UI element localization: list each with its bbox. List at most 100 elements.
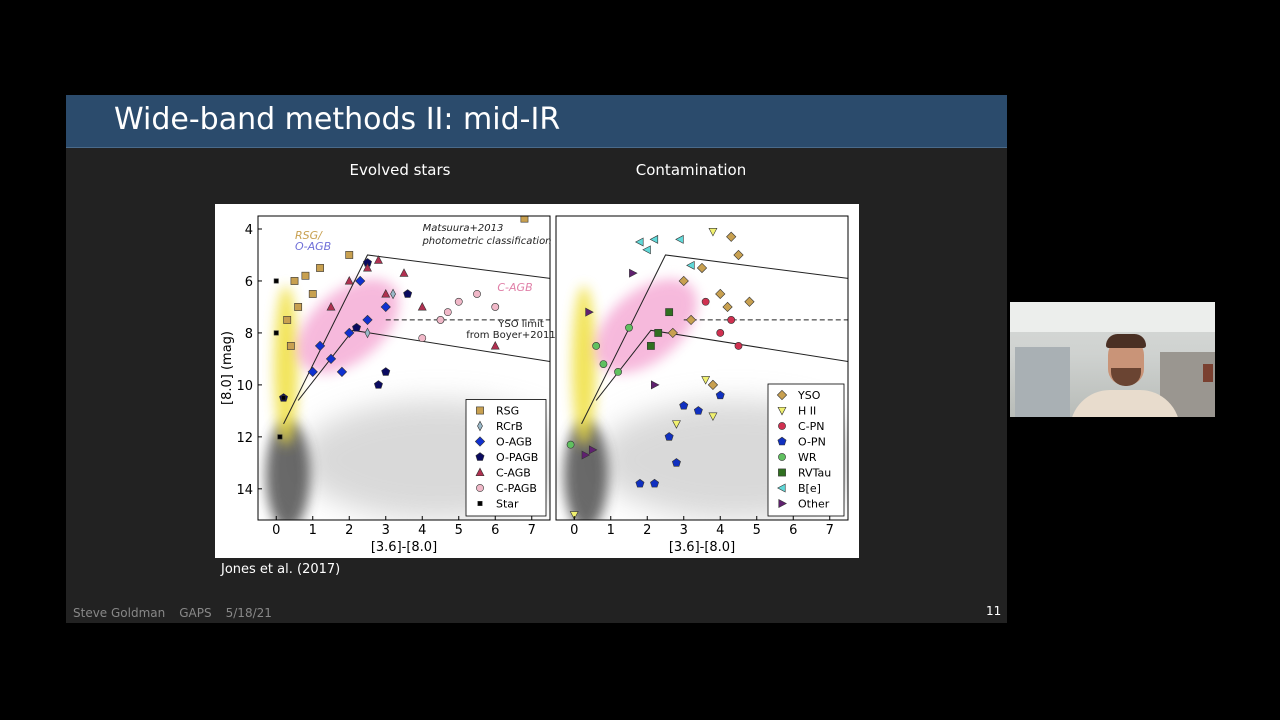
marker: [390, 288, 396, 300]
marker: [566, 440, 575, 449]
marker: [708, 228, 718, 237]
footer-text: Steve Goldman: [73, 606, 166, 620]
x-tick-label: 7: [826, 523, 834, 538]
marker: [286, 342, 295, 350]
footer-text: GAPS: [179, 606, 212, 620]
y-tick-label: 12: [236, 431, 253, 446]
marker: [664, 432, 674, 441]
y-axis-label: [8.0] (mag): [220, 331, 235, 405]
legend-label: C-PAGB: [496, 482, 537, 495]
marker: [373, 380, 383, 389]
legend-marker: [475, 467, 485, 477]
marker: [634, 237, 644, 247]
annotation: C-AGB: [497, 281, 532, 294]
x-tick-label: 0: [570, 523, 578, 538]
y-tick-label: 10: [236, 379, 253, 394]
marker: [727, 316, 736, 324]
marker: [352, 323, 362, 332]
marker: [301, 271, 310, 280]
marker: [701, 376, 711, 385]
marker: [696, 262, 708, 274]
marker: [646, 342, 655, 350]
chart-title: Evolved stars: [349, 161, 451, 179]
legend-marker: [476, 484, 484, 492]
legend-box: [767, 383, 845, 517]
person-beard: [1111, 368, 1141, 386]
legend-label: YSO: [797, 389, 821, 402]
marker: [651, 380, 660, 390]
chart-title: Contamination: [635, 161, 747, 179]
marker: [380, 301, 391, 313]
marker: [715, 288, 726, 300]
marker: [665, 308, 674, 317]
legend-label: Star: [496, 498, 519, 511]
marker: [614, 367, 622, 376]
marker: [403, 289, 413, 298]
marker: [671, 420, 681, 429]
density-core: [564, 420, 608, 520]
title-bar: Wide-band methods II: mid-IR: [66, 95, 1007, 148]
marker: [363, 262, 372, 272]
x-tick-label: 6: [789, 523, 797, 538]
marker: [671, 458, 681, 467]
footer-text: 5/18/21: [225, 606, 272, 620]
pink-cloud: [296, 279, 400, 373]
legend-label: B[e]: [798, 482, 821, 495]
marker: [473, 290, 481, 298]
legend-marker: [474, 436, 486, 447]
marker: [273, 278, 279, 284]
annotation: from Boyer+2011: [466, 330, 555, 341]
marker: [381, 288, 391, 298]
marker: [283, 316, 292, 324]
webcam-video: [1010, 302, 1215, 417]
marker: [686, 260, 695, 270]
marker: [373, 255, 383, 264]
marker: [355, 275, 366, 287]
annotation: Matsuura+2013: [423, 223, 504, 234]
x-tick-label: 5: [455, 523, 463, 538]
x-tick-label: 4: [716, 523, 724, 538]
legend-marker: [778, 422, 786, 430]
x-tick-label: 7: [528, 523, 536, 538]
x-tick-label: 5: [753, 523, 761, 538]
marker: [588, 445, 598, 455]
marker: [325, 353, 337, 365]
y-tick-label: 8: [245, 327, 253, 342]
marker: [290, 277, 299, 285]
marker: [708, 412, 718, 422]
legend-marker: [477, 420, 483, 432]
marker: [273, 330, 279, 336]
annotation: photometric classification: [421, 236, 551, 247]
x-tick-label: 6: [491, 523, 499, 538]
marker: [569, 511, 579, 520]
marker: [307, 366, 318, 378]
marker: [277, 434, 283, 440]
axes-frame: [257, 215, 551, 521]
marker: [707, 379, 719, 390]
marker: [629, 268, 638, 278]
legend-marker: [778, 468, 786, 477]
legend-label: O-PAGB: [496, 451, 538, 464]
legend-marker: [776, 389, 788, 401]
marker: [362, 314, 373, 326]
marker: [722, 301, 733, 313]
pink-cloud: [594, 279, 698, 373]
marker: [417, 301, 427, 311]
boundary-line: [283, 254, 550, 425]
marker: [734, 342, 743, 350]
legend-marker: [777, 436, 787, 446]
legend-marker: [477, 501, 483, 506]
marker: [679, 400, 689, 410]
legend-label: O-AGB: [496, 436, 532, 449]
legend-label: WR: [798, 451, 817, 464]
marker: [520, 216, 529, 223]
density-core: [266, 420, 310, 520]
x-axis-label: [3.6]-[8.0]: [371, 540, 437, 555]
yellow-cloud: [572, 286, 596, 446]
x-tick-label: 4: [418, 523, 426, 538]
marker: [649, 234, 659, 244]
marker: [491, 303, 500, 311]
marker: [316, 264, 324, 272]
footer: Steve Goldman GAPS 5/18/21: [73, 606, 286, 620]
